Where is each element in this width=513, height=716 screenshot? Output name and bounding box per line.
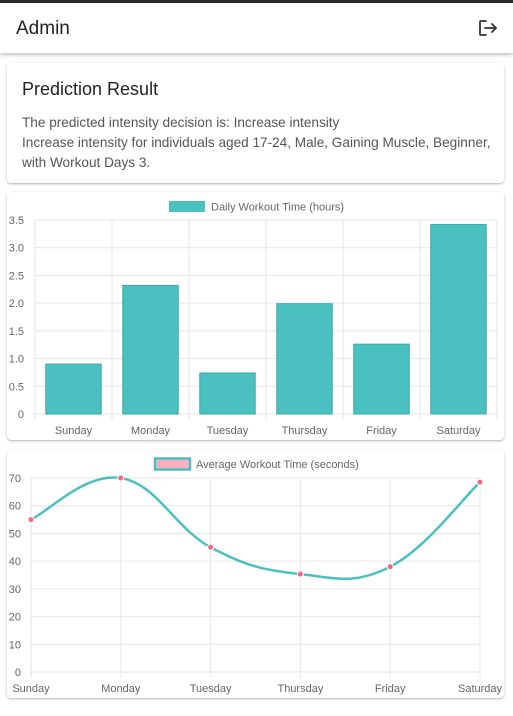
data-point <box>386 563 394 571</box>
x-tick-label: Sunday <box>55 425 93 437</box>
bar <box>276 303 333 415</box>
x-tick-label: Tuesday <box>190 683 232 695</box>
x-tick-label: Saturday <box>436 425 481 437</box>
decision-text: The predicted intensity decision is: Inc… <box>22 115 340 130</box>
bar <box>430 223 487 415</box>
logout-button[interactable] <box>476 16 500 40</box>
y-tick-label: 2.0 <box>9 298 24 310</box>
x-tick-label: Monday <box>101 683 141 695</box>
detail-text: Increase intensity for individuals aged … <box>22 135 491 170</box>
x-tick-label: Thursday <box>282 425 328 437</box>
prediction-result-card: Prediction Result The predicted intensit… <box>7 63 504 183</box>
line-chart-card: Average Workout Time (seconds) 0 10 20 30 40 5… <box>7 450 504 698</box>
x-tick-label: Tuesday <box>207 425 249 437</box>
y-tick-label: 0 <box>15 667 21 679</box>
app-bar: Admin <box>0 3 513 53</box>
top-strip <box>0 0 513 3</box>
logout-icon <box>479 20 497 36</box>
y-tick-label: 60 <box>9 501 21 513</box>
y-tick-label: 70 <box>9 473 21 485</box>
x-tick-label: Sunday <box>12 683 50 695</box>
bar <box>122 284 179 415</box>
y-tick-label: 30 <box>9 584 21 596</box>
data-point <box>117 474 125 482</box>
card-title: Prediction Result <box>22 79 159 99</box>
bar <box>45 363 102 415</box>
x-tick-label: Thursday <box>277 683 323 695</box>
legend-label: Average Workout Time (seconds) <box>196 459 359 471</box>
y-tick-label: 2.5 <box>9 270 24 282</box>
x-tick-label: Friday <box>375 683 406 695</box>
legend-swatch <box>169 201 205 212</box>
y-tick-label: 1.0 <box>9 354 24 366</box>
y-tick-label: 10 <box>9 639 21 651</box>
data-point <box>296 570 304 578</box>
x-tick-label: Friday <box>366 425 397 437</box>
y-tick-label: 1.5 <box>9 326 24 338</box>
y-tick-label: 3.5 <box>9 215 24 227</box>
y-tick-label: 50 <box>9 528 21 540</box>
bar <box>353 343 410 415</box>
data-point <box>27 516 35 524</box>
legend-swatch <box>153 457 192 471</box>
y-tick-label: 20 <box>9 612 21 624</box>
y-tick-label: 0.5 <box>9 381 24 393</box>
bar-chart: Daily Workout Time (hours) 0 0.5 1.0 1.5 2.0 2… <box>9 201 498 437</box>
line-chart: Average Workout Time (seconds) 0 10 20 30 40 5… <box>9 457 503 695</box>
x-tick-label: Monday <box>131 425 171 437</box>
app-title: Admin <box>16 18 70 39</box>
y-tick-label: 40 <box>9 556 21 568</box>
data-point <box>476 478 484 486</box>
legend-label: Daily Workout Time (hours) <box>211 202 344 214</box>
y-tick-label: 0 <box>18 409 24 421</box>
series-line <box>30 476 481 581</box>
y-tick-label: 3.0 <box>9 243 24 255</box>
bar <box>199 372 256 415</box>
bar-chart-card: Daily Workout Time (hours) 0 0.5 1.0 1.5 2.0 2… <box>7 192 504 440</box>
data-point <box>207 543 215 551</box>
x-tick-label: Saturday <box>458 683 503 695</box>
